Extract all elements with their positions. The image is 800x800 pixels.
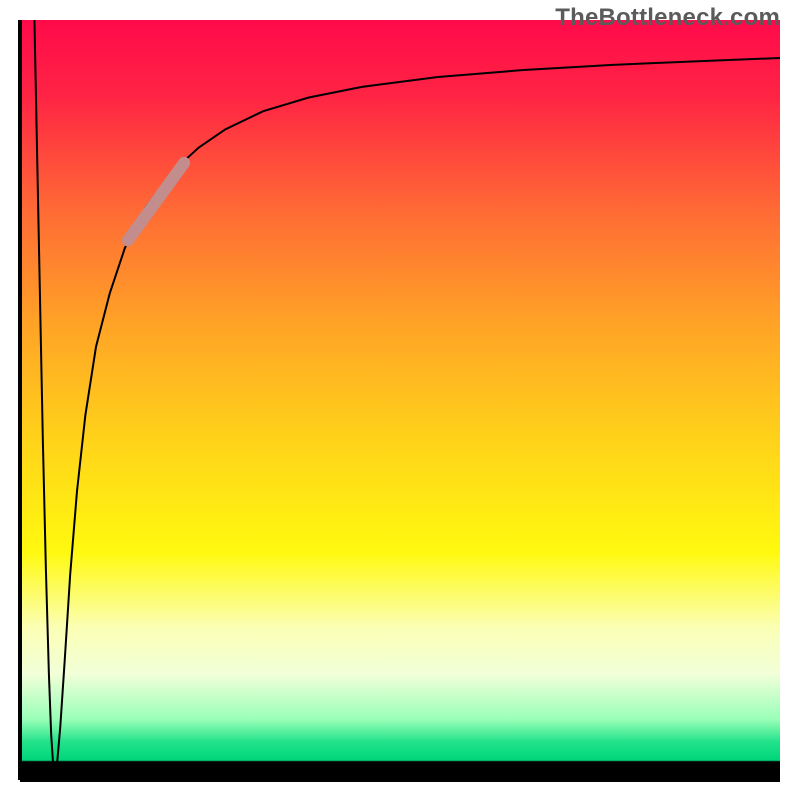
bottleneck-chart	[0, 0, 800, 800]
chart-background	[20, 20, 780, 780]
watermark-text: TheBottleneck.com	[555, 4, 780, 32]
